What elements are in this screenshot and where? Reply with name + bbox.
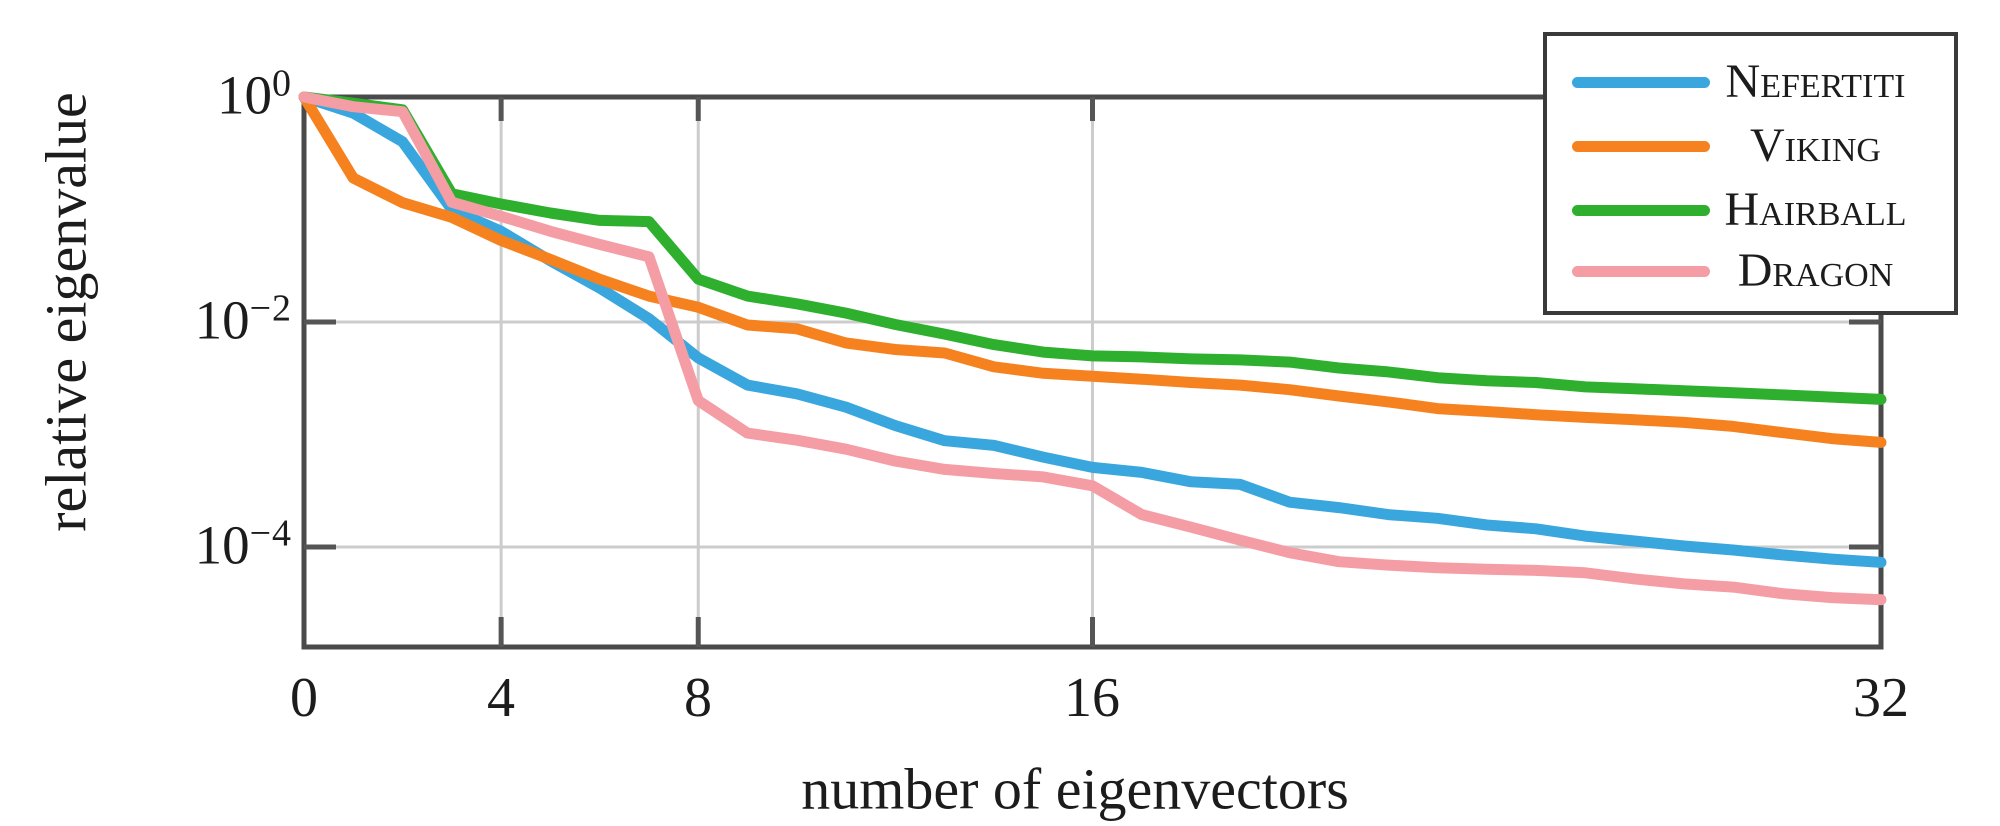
legend-entry-hairball: Hairball [1547, 182, 1954, 238]
legend-label-dragon: Dragon [1737, 244, 1894, 297]
x-tick-label-32: 32 [1853, 667, 1909, 729]
legend-label-nefertiti: Nefertiti [1725, 55, 1906, 108]
x-tick-label-16: 16 [1064, 667, 1120, 729]
y-tick-label-1e-4: 10−4 [194, 514, 292, 576]
x-tick-label-4: 4 [487, 667, 515, 729]
legend-entry-nefertiti: Nefertiti [1547, 54, 1954, 110]
y-axis-title: relative eigenvalue [33, 92, 99, 532]
y-tick-base: 10 [194, 514, 250, 576]
y-tick-base: 10 [217, 64, 272, 126]
legend-entry-viking: Viking [1547, 118, 1954, 174]
y-tick-label-1e0: 100 [217, 64, 292, 126]
x-axis-title: number of eigenvectors [801, 756, 1349, 822]
y-tick-base: 10 [194, 289, 250, 351]
y-tick-exponent: −4 [249, 512, 292, 555]
legend-line-sample-nefertiti [1572, 77, 1710, 88]
legend-label-viking: Viking [1750, 119, 1881, 172]
series-line-viking [298, 91, 1887, 448]
legend-line-sample-viking [1572, 141, 1710, 152]
legend-box: Nefertiti Viking Hairball Dragon [1543, 32, 1958, 315]
series-line-hairball [298, 91, 1887, 405]
y-tick-exponent: −2 [249, 287, 292, 330]
y-tick-label-1e-2: 10−2 [194, 289, 292, 351]
legend-line-sample-dragon [1572, 266, 1710, 277]
y-tick-exponent: 0 [272, 62, 292, 105]
legend-entry-dragon: Dragon [1547, 243, 1954, 299]
legend-line-sample-hairball [1572, 205, 1710, 216]
series-line-dragon [298, 91, 1887, 606]
x-tick-label-0: 0 [290, 667, 318, 729]
legend-label-hairball: Hairball [1724, 183, 1907, 236]
x-tick-label-8: 8 [684, 667, 712, 729]
